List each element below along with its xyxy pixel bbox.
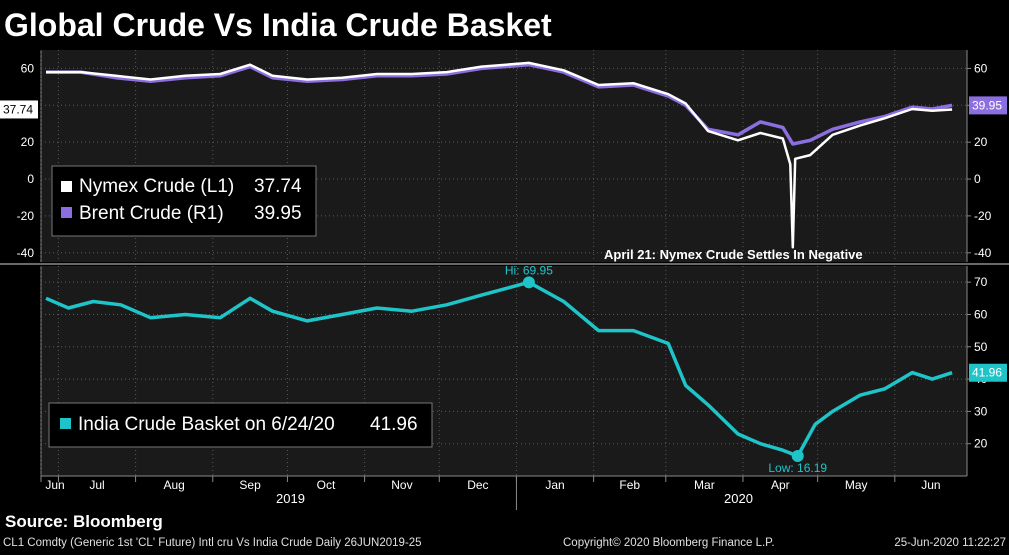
x-axis: Jun Jul Aug Sep Oct Nov Dec Jan Feb Mar Apr May Jun xyxy=(40,476,941,510)
tick-right-bottom: 30 xyxy=(974,404,988,418)
tick-right-bottom: 60 xyxy=(974,307,988,321)
tick-left-top: -20 xyxy=(17,209,35,223)
year-label-2020: 2020 xyxy=(724,491,753,506)
nymex-last-tag: 37.74 xyxy=(3,102,33,116)
legend-swatch-india xyxy=(60,418,71,429)
low-label: Low: 16.19 xyxy=(768,461,827,475)
bottom-grid xyxy=(40,266,967,476)
month-label: Jan xyxy=(545,478,564,492)
month-label: Nov xyxy=(391,478,412,492)
tick-right-bottom: 70 xyxy=(974,275,988,289)
month-label: Oct xyxy=(317,478,336,492)
tick-right-bottom: 50 xyxy=(974,340,988,354)
hi-marker xyxy=(522,276,535,289)
month-label: Dec xyxy=(467,478,488,492)
legend-value-india: 41.96 xyxy=(370,414,418,435)
nymex-line xyxy=(46,61,953,249)
legend-label-india: India Crude Basket on 6/24/20 xyxy=(78,414,335,435)
tick-right-top: 60 xyxy=(974,61,988,75)
india-last-tag: 41.96 xyxy=(972,366,1002,380)
tick-right-bottom: 20 xyxy=(974,437,988,451)
tick-right-top: -20 xyxy=(974,209,992,223)
legend-label-nymex: Nymex Crude (L1) xyxy=(79,176,234,197)
india-line xyxy=(45,280,953,458)
series-layer xyxy=(45,61,953,463)
negative-annotation: April 21: Nymex Crude Settles In Negativ… xyxy=(604,247,863,262)
footer-center: Copyright© 2020 Bloomberg Finance L.P. xyxy=(563,537,775,549)
bottom-legend-box xyxy=(48,402,433,448)
legend-value-nymex: 37.74 xyxy=(254,176,302,197)
month-label: Jul xyxy=(89,478,104,492)
brent-line xyxy=(46,62,953,146)
tick-left-top: 60 xyxy=(21,61,35,75)
value-labels: Hi: 69.95 Low: 16.19 37.74 39.95 41.96 xyxy=(0,96,1007,475)
legend-label-brent: Brent Crude (R1) xyxy=(79,203,224,224)
tick-right-top: 20 xyxy=(974,135,988,149)
month-label: May xyxy=(845,478,868,492)
tick-right-top: 0 xyxy=(974,172,981,186)
nymex-last-tag-bg xyxy=(0,100,38,119)
tick-left-top: -40 xyxy=(17,246,35,260)
legend-value-brent: 39.95 xyxy=(254,203,302,224)
tick-left-top: 0 xyxy=(27,172,34,186)
low-marker xyxy=(791,450,804,463)
legend-swatch-nymex xyxy=(61,181,72,192)
tick-left-top: 20 xyxy=(21,135,35,149)
india-last-tag-bg xyxy=(969,363,1007,382)
month-label: Apr xyxy=(771,478,790,492)
month-label: Jun xyxy=(921,478,940,492)
month-label: Mar xyxy=(694,478,715,492)
footer-left: CL1 Comdty (Generic 1st 'CL' Future) Int… xyxy=(3,537,422,549)
month-label: Jun xyxy=(45,478,64,492)
footer-right: 25-Jun-2020 11:22:27 xyxy=(894,537,1006,549)
month-label: Sep xyxy=(239,478,261,492)
source-label: Source: Bloomberg xyxy=(5,512,163,531)
legend-swatch-brent xyxy=(61,207,72,218)
brent-last-tag: 39.95 xyxy=(972,98,1002,112)
top-legend-box xyxy=(51,165,317,237)
month-label: Feb xyxy=(619,478,640,492)
chart-title: Global Crude Vs India Crude Basket xyxy=(4,7,552,43)
tick-right-top: -40 xyxy=(974,246,992,260)
brent-last-tag-bg xyxy=(969,96,1007,115)
hi-label: Hi: 69.95 xyxy=(505,263,553,277)
year-label-2019: 2019 xyxy=(276,491,305,506)
month-label: Aug xyxy=(163,478,184,492)
